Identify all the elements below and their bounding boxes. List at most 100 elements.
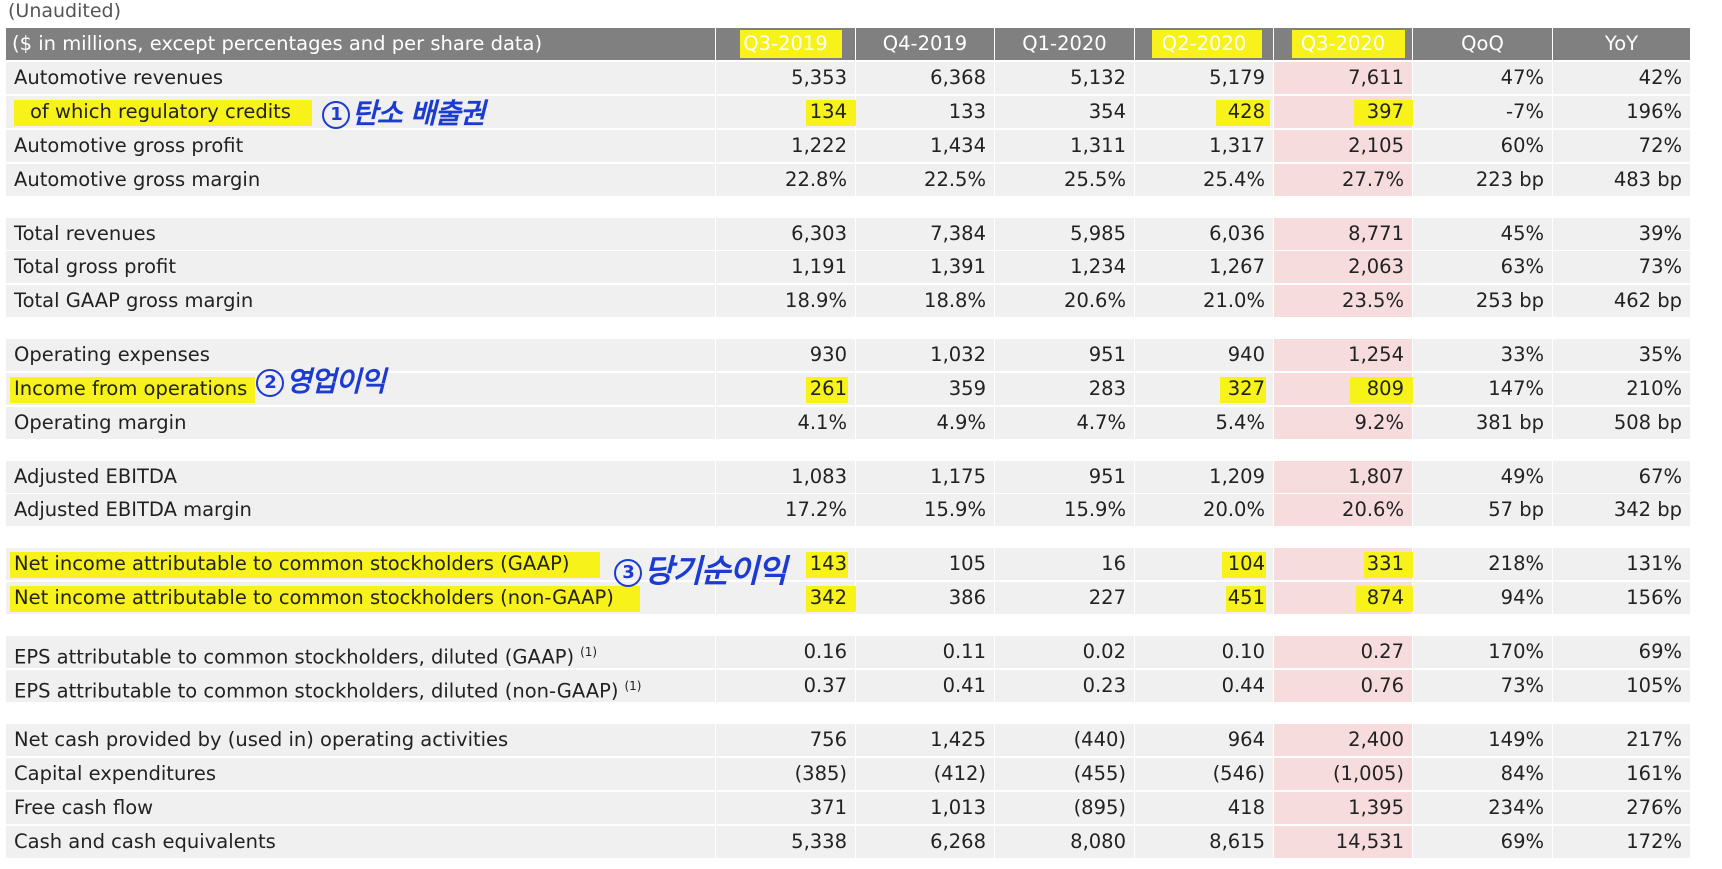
- cell-bg: [716, 407, 855, 439]
- operating-expenses-q2-2020: 940: [1227, 343, 1265, 366]
- income-from-operations-q4-2019: 359: [948, 377, 986, 400]
- total-gaap-gross-margin-yoy: 462 bp: [1613, 289, 1682, 312]
- automotive-gross-margin-qoq: 223 bp: [1475, 168, 1544, 191]
- automotive-gross-margin-q1-2020: 25.5%: [1064, 168, 1126, 191]
- cell-bg: [1135, 339, 1273, 371]
- cell-bg: [1413, 548, 1552, 580]
- cell-bg: [1553, 461, 1690, 493]
- net-income-non-gaap-q1-2020: 227: [1088, 586, 1126, 609]
- regulatory-credits-label-text: of which regulatory credits: [30, 100, 291, 123]
- net-income-gaap-qoq: 218%: [1488, 552, 1544, 575]
- cell-bg: [856, 792, 994, 824]
- net-income-non-gaap-label-text: Net income attributable to common stockh…: [14, 586, 614, 609]
- regulatory-credits-q3-2020: 397: [1366, 100, 1404, 123]
- cell-bg: [6, 494, 715, 526]
- cell-bg: [856, 461, 994, 493]
- header-q3-2019: Q3-2019: [743, 32, 828, 55]
- cell-bg: [1135, 758, 1273, 790]
- cash-and-cash-equivalents-label: Cash and cash equivalents: [14, 826, 276, 858]
- net-cash-operating-activities-q4-2019: 1,425: [930, 728, 986, 751]
- cell-bg: [1553, 164, 1690, 196]
- free-cash-flow-q3-2019: 371: [809, 796, 847, 819]
- cell-bg: [856, 285, 994, 317]
- net-cash-operating-activities-q2-2020: 964: [1227, 728, 1265, 751]
- income-from-operations-q2-2020: 327: [1227, 377, 1265, 400]
- cell-bg: [6, 62, 715, 94]
- highlighter-mark: [1354, 100, 1418, 126]
- cell-bg: [1274, 724, 1412, 756]
- highlighter-mark: [1216, 100, 1270, 126]
- operating-expenses-q1-2020: 951: [1088, 343, 1126, 366]
- cell-bg: [1135, 130, 1273, 162]
- cell-bg: [1413, 130, 1552, 162]
- adjusted-ebitda-margin-yoy: 342 bp: [1613, 498, 1682, 521]
- free-cash-flow-q1-2020: (895): [1073, 796, 1126, 819]
- cell-bg: [1553, 792, 1690, 824]
- header-yoy: YoY: [1604, 32, 1639, 55]
- cell-bg: [1274, 164, 1412, 196]
- cell-bg: [1553, 339, 1690, 371]
- cell-bg: [1274, 251, 1412, 283]
- cell-bg: [856, 494, 994, 526]
- annotation-text-2: 영업이익: [286, 365, 386, 398]
- highlighter-mark: [806, 100, 860, 126]
- capital-expenditures-q3-2019: (385): [794, 762, 847, 785]
- total-revenues-q1-2020: 5,985: [1070, 222, 1126, 245]
- automotive-revenues-q4-2019: 6,368: [930, 66, 986, 89]
- cell-bg: [6, 285, 715, 317]
- cell-bg: [1135, 285, 1273, 317]
- cash-and-cash-equivalents-q3-2019: 5,338: [791, 830, 847, 853]
- automotive-gross-profit-yoy: 72%: [1638, 134, 1682, 157]
- adjusted-ebitda-margin-q4-2019: 15.9%: [924, 498, 986, 521]
- cell-bg: [1274, 826, 1412, 858]
- cell-bg: [995, 758, 1134, 790]
- highlighter-mark: [10, 377, 255, 403]
- cell-bg: [1553, 826, 1690, 858]
- cell-bg: [716, 494, 855, 526]
- automotive-gross-margin-yoy: 483 bp: [1613, 168, 1682, 191]
- total-gross-profit-q1-2020: 1,234: [1070, 255, 1126, 278]
- cell-bg: [716, 164, 855, 196]
- net-income-gaap-q3-2020: 331: [1366, 552, 1404, 575]
- eps-diluted-non-gaap-qoq: 73%: [1500, 674, 1544, 697]
- adjusted-ebitda-yoy: 67%: [1638, 465, 1682, 488]
- automotive-gross-profit-q2-2020: 1,317: [1209, 134, 1265, 157]
- cell-bg: [1274, 285, 1412, 317]
- automotive-gross-margin-label-text: Automotive gross margin: [14, 168, 261, 191]
- cell-bg: [6, 670, 715, 702]
- highlighter-mark: [740, 30, 842, 58]
- cell-bg: [1413, 670, 1552, 702]
- net-cash-operating-activities-label-text: Net cash provided by (used in) operating…: [14, 728, 509, 751]
- cell-bg: [716, 670, 855, 702]
- regulatory-credits-q1-2020: 354: [1088, 100, 1126, 123]
- free-cash-flow-q2-2020: 418: [1227, 796, 1265, 819]
- total-gaap-gross-margin-q2-2020: 21.0%: [1203, 289, 1265, 312]
- free-cash-flow-label: Free cash flow: [14, 792, 153, 824]
- automotive-gross-profit-q4-2019: 1,434: [930, 134, 986, 157]
- automotive-gross-profit-qoq: 60%: [1500, 134, 1544, 157]
- cell-bg: [1274, 461, 1412, 493]
- cell-bg: [1553, 218, 1690, 250]
- total-revenues-qoq: 45%: [1500, 222, 1544, 245]
- total-gross-profit-q2-2020: 1,267: [1209, 255, 1265, 278]
- header-yoy-cell: [1553, 28, 1690, 60]
- cell-bg: [716, 758, 855, 790]
- cell-bg: [1553, 494, 1690, 526]
- income-from-operations-q1-2020: 283: [1088, 377, 1126, 400]
- cell-bg: [1413, 62, 1552, 94]
- capital-expenditures-q4-2019: (412): [933, 762, 986, 785]
- highlighter-mark: [1364, 552, 1414, 578]
- footnote-marker: (1): [580, 645, 598, 659]
- highlighter-mark: [1350, 377, 1414, 403]
- net-income-gaap-label: Net income attributable to common stockh…: [14, 548, 569, 580]
- cell-bg: [6, 339, 715, 371]
- adjusted-ebitda-margin-q3-2020: 20.6%: [1342, 498, 1404, 521]
- net-income-non-gaap-q4-2019: 386: [948, 586, 986, 609]
- total-revenues-q3-2020: 8,771: [1348, 222, 1404, 245]
- annotation-income-from-operations: 2 영업이익: [256, 360, 386, 400]
- cell-bg: [856, 548, 994, 580]
- cell-bg: [1413, 582, 1552, 614]
- cell-bg: [716, 218, 855, 250]
- net-income-gaap-q3-2019: 143: [809, 552, 847, 575]
- cell-bg: [856, 670, 994, 702]
